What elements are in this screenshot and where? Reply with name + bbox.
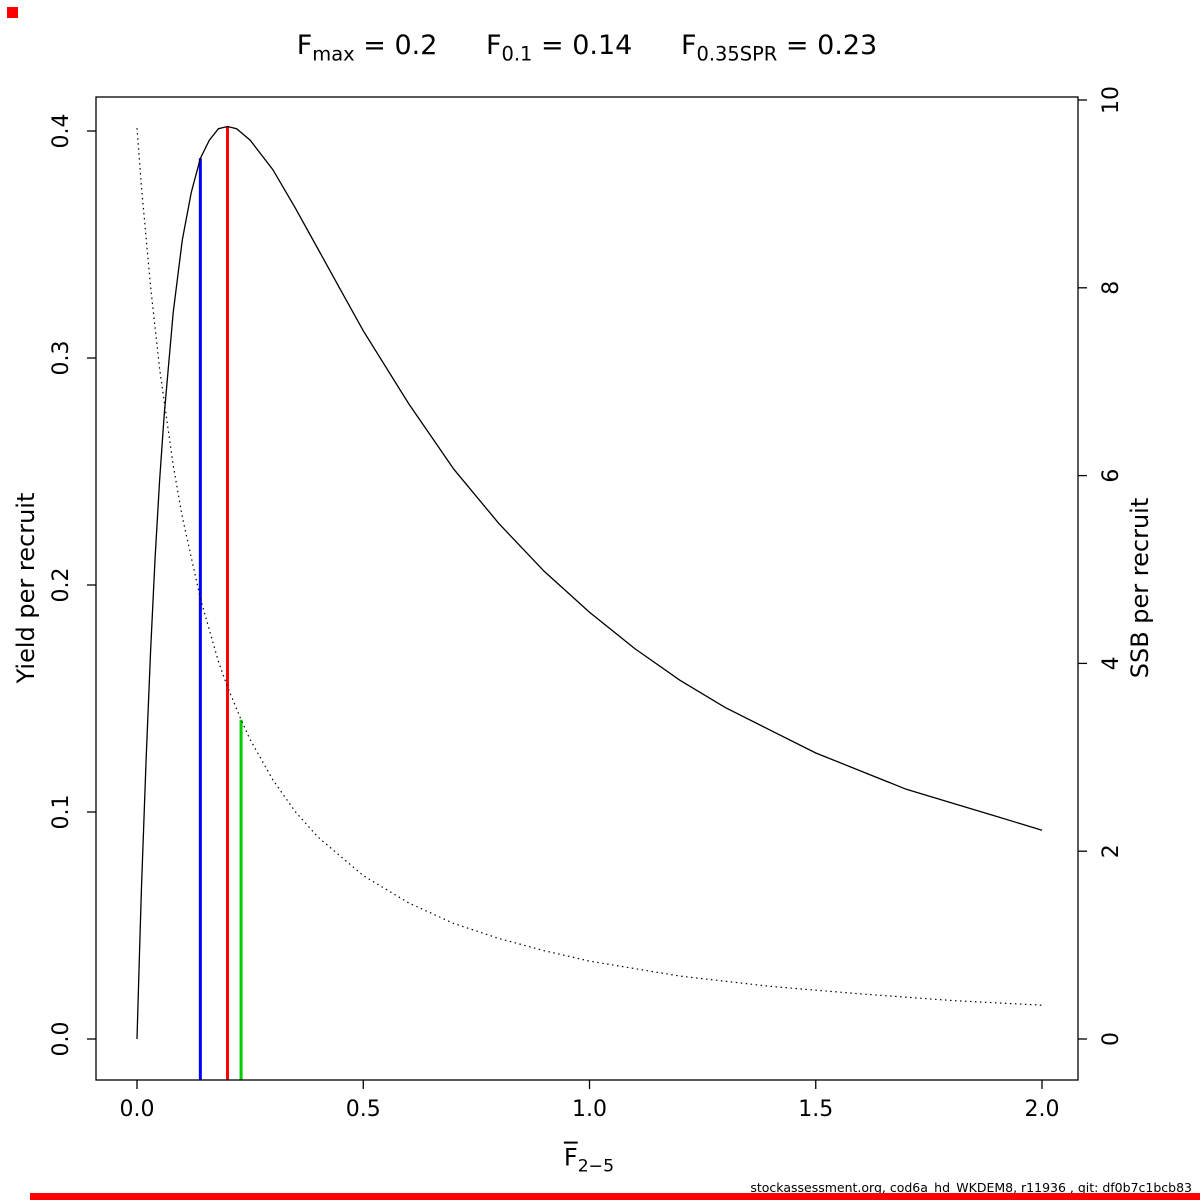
- fmax-subscript: max: [312, 42, 355, 66]
- f01-reference-value: F0.1 = 0.14: [486, 30, 632, 65]
- y-left-tick-label: 0.0: [49, 1022, 74, 1057]
- f035spr-subscript: 0.35SPR: [696, 42, 778, 66]
- y-left-tick-label: 0.2: [49, 568, 74, 603]
- x-tick-label: 0.0: [120, 1097, 155, 1122]
- y-right-tick-label: 4: [1099, 656, 1124, 670]
- x-tick-label: 2.0: [1025, 1097, 1060, 1122]
- f01-equals-value: = 0.14: [532, 30, 633, 61]
- y-right-tick-label: 2: [1099, 844, 1124, 858]
- x-axis-label-fbar: F: [563, 1143, 578, 1172]
- y-right-tick-label: 8: [1099, 281, 1124, 295]
- y-left-tick-label: 0.1: [49, 795, 74, 830]
- y-left-tick-label: 0.4: [49, 114, 74, 149]
- y-right-axis-label: SSB per recruit: [1126, 497, 1154, 679]
- y-right-tick-label: 0: [1099, 1032, 1124, 1046]
- y-left-axis-label: Yield per recruit: [12, 492, 40, 684]
- f035spr-equals-value: = 0.23: [777, 30, 878, 61]
- footer-attribution: stockassessment.org, cod6a_hd_WKDEM8, r1…: [750, 1180, 1192, 1195]
- yield-per-recruit-curve: [136, 125, 1043, 1040]
- y-left-tick-label: 0.3: [49, 341, 74, 376]
- red-corner-marker: [7, 7, 18, 18]
- fmax-base: F: [296, 30, 313, 61]
- x-axis-label: F2−5: [564, 1144, 614, 1177]
- x-tick-label: 1.0: [572, 1097, 607, 1122]
- y-right-tick-label: 6: [1099, 469, 1124, 483]
- y-right-tick-label: 10: [1099, 86, 1124, 114]
- x-tick-label: 0.5: [346, 1097, 381, 1122]
- f035spr-base: F: [680, 30, 697, 61]
- plot-box: [95, 96, 1079, 1081]
- x-tick-label: 1.5: [798, 1097, 833, 1122]
- f01-subscript: 0.1: [501, 42, 533, 66]
- ssb-per-recruit-curve: [136, 128, 1043, 1006]
- f01-base: F: [485, 30, 502, 61]
- x-axis-label-ages: 2−5: [577, 1156, 615, 1177]
- f035spr-reference-value: F0.35SPR = 0.23: [681, 30, 877, 65]
- red-bottom-marker: [30, 1193, 1200, 1200]
- plot-title: Fmax = 0.2 F0.1 = 0.14 F0.35SPR = 0.23: [96, 30, 1078, 65]
- fmax-equals-value: = 0.2: [354, 30, 438, 61]
- fmax-reference-value: Fmax = 0.2: [297, 30, 438, 65]
